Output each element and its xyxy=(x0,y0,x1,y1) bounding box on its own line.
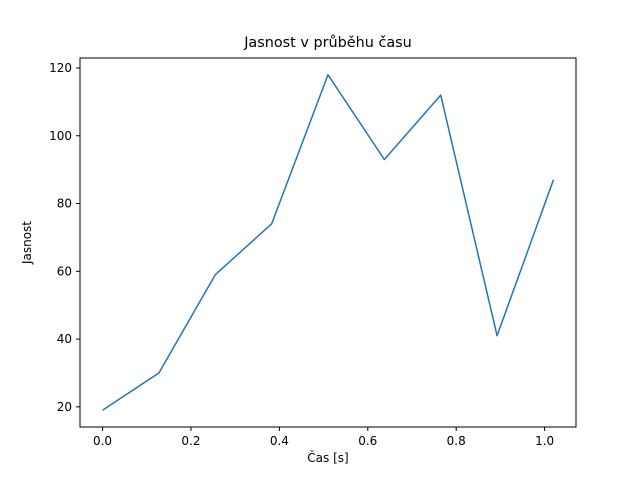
y-tick-label: 80 xyxy=(57,197,72,211)
y-tick-label: 100 xyxy=(49,129,72,143)
x-tick-label: 1.0 xyxy=(535,434,554,448)
y-tick-label: 40 xyxy=(57,332,72,346)
chart-title: Jasnost v průběhu času xyxy=(243,35,412,51)
plot-area xyxy=(79,57,577,428)
y-tick-label: 20 xyxy=(57,400,72,414)
brightness-line-series xyxy=(102,74,555,411)
y-tick-label: 60 xyxy=(57,264,72,278)
axis-ticks: 0.0 0.2 0.4 0.6 0.8 1.0 20 40 60 80 100 120 xyxy=(49,61,554,448)
x-tick-label: 0.6 xyxy=(358,434,377,448)
y-tick-label: 120 xyxy=(49,61,72,75)
x-tick-label: 0.4 xyxy=(270,434,289,448)
x-axis-label: Čas [s] xyxy=(307,450,348,465)
x-tick-label: 0.2 xyxy=(181,434,200,448)
y-axis-label: Jasnost xyxy=(20,221,34,265)
data-series xyxy=(102,74,555,411)
x-tick-label: 0.0 xyxy=(93,434,112,448)
x-tick-label: 0.8 xyxy=(447,434,466,448)
